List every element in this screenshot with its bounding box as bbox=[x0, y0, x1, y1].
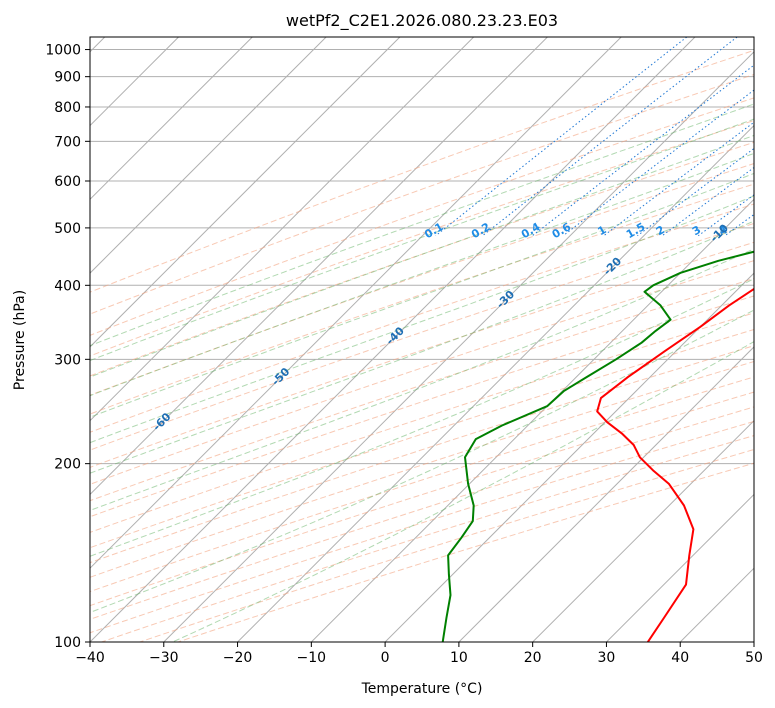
dry-adiabats bbox=[90, 49, 754, 642]
x-tick-label: −10 bbox=[297, 650, 327, 666]
plot-frame bbox=[89, 36, 755, 643]
dry-adiabat-label: -70 bbox=[30, 457, 53, 480]
y-tick-label: 500 bbox=[54, 221, 81, 237]
isotherm bbox=[458, 346, 754, 642]
dry-adiabat bbox=[177, 462, 754, 642]
isotherm bbox=[90, 37, 327, 274]
y-tick-label: 300 bbox=[54, 352, 81, 368]
isotherm bbox=[237, 124, 754, 642]
dry-adiabat bbox=[90, 49, 754, 293]
isotherm bbox=[384, 272, 754, 642]
x-tick-label: −20 bbox=[223, 650, 253, 666]
moist-adiabat bbox=[90, 118, 754, 362]
dry-adiabat bbox=[90, 97, 754, 336]
dry-adiabat bbox=[90, 73, 754, 315]
mixing-ratio-line bbox=[482, 37, 738, 237]
dry-adiabat bbox=[90, 277, 754, 502]
mixing-ratio-line bbox=[764, 37, 775, 236]
y-tick-label: 800 bbox=[54, 100, 81, 116]
mixing-ratio-line bbox=[698, 194, 754, 237]
dry-adiabat bbox=[90, 203, 754, 433]
dry-adiabat bbox=[90, 312, 754, 533]
moist-adiabat bbox=[90, 103, 754, 347]
dry-adiabat bbox=[90, 345, 754, 564]
profile-lines bbox=[441, 250, 754, 642]
x-tick-label: 10 bbox=[450, 650, 468, 666]
chart-title: wetPf2_C2E1.2026.080.23.23.E03 bbox=[286, 11, 558, 31]
y-tick-label: 100 bbox=[54, 635, 81, 651]
x-tick-label: −30 bbox=[149, 650, 179, 666]
dry-adiabat bbox=[90, 361, 754, 578]
moist-adiabat bbox=[90, 195, 754, 444]
y-tick-label: 1000 bbox=[45, 43, 81, 59]
x-tick-label: 20 bbox=[524, 650, 542, 666]
isotherm bbox=[532, 419, 754, 642]
temperature-line bbox=[596, 287, 754, 642]
moist-adiabats bbox=[90, 103, 754, 642]
plot-area bbox=[90, 37, 754, 642]
mixing-ratio-line bbox=[562, 89, 754, 237]
isotherm bbox=[90, 37, 696, 642]
dry-adiabat bbox=[90, 328, 754, 549]
moist-adiabat bbox=[90, 278, 754, 557]
mixing-ratio-line bbox=[435, 37, 688, 237]
pressure-gridlines bbox=[90, 49, 754, 642]
x-tick-label: 40 bbox=[671, 650, 689, 666]
x-tick-label: 30 bbox=[598, 650, 616, 666]
moist-adiabat bbox=[90, 309, 754, 614]
isotherm bbox=[606, 493, 754, 642]
dry-adiabat bbox=[90, 222, 754, 451]
isotherm bbox=[90, 37, 622, 569]
isotherms bbox=[90, 37, 754, 642]
dry-adiabat bbox=[90, 420, 754, 634]
mixing-ratio-label: 6 bbox=[755, 223, 768, 238]
y-tick-label: 700 bbox=[54, 134, 81, 150]
dewpoint-line bbox=[441, 250, 754, 642]
y-axis-label: Pressure (hPa) bbox=[12, 290, 28, 390]
y-tick-label: 200 bbox=[54, 457, 81, 473]
isotherm bbox=[90, 37, 253, 201]
isotherm bbox=[90, 37, 401, 348]
isotherm bbox=[753, 641, 754, 642]
isotherm bbox=[163, 51, 754, 642]
y-tick-label: 900 bbox=[54, 70, 81, 86]
isotherm bbox=[90, 37, 475, 422]
dry-adiabat bbox=[139, 448, 754, 642]
x-tick-label: −40 bbox=[75, 650, 105, 666]
x-axis-label: Temperature (°C) bbox=[361, 681, 483, 697]
dry-adiabat bbox=[90, 141, 754, 377]
dry-adiabat bbox=[90, 295, 754, 518]
y-tick-label: 400 bbox=[54, 278, 81, 294]
dry-adiabat bbox=[90, 391, 754, 607]
isotherm bbox=[90, 37, 548, 496]
y-axis-ticks: 100 200 300 400 500 600 700 800 900 1000 bbox=[45, 43, 90, 651]
x-axis-ticks: −40 −30 −20 −10 0 10 20 30 40 50 bbox=[75, 642, 763, 666]
moist-adiabat bbox=[90, 152, 754, 397]
x-tick-label: 0 bbox=[381, 650, 390, 666]
moist-adiabat bbox=[90, 220, 754, 474]
y-tick-label: 600 bbox=[54, 174, 81, 190]
x-tick-label: 50 bbox=[745, 650, 763, 666]
